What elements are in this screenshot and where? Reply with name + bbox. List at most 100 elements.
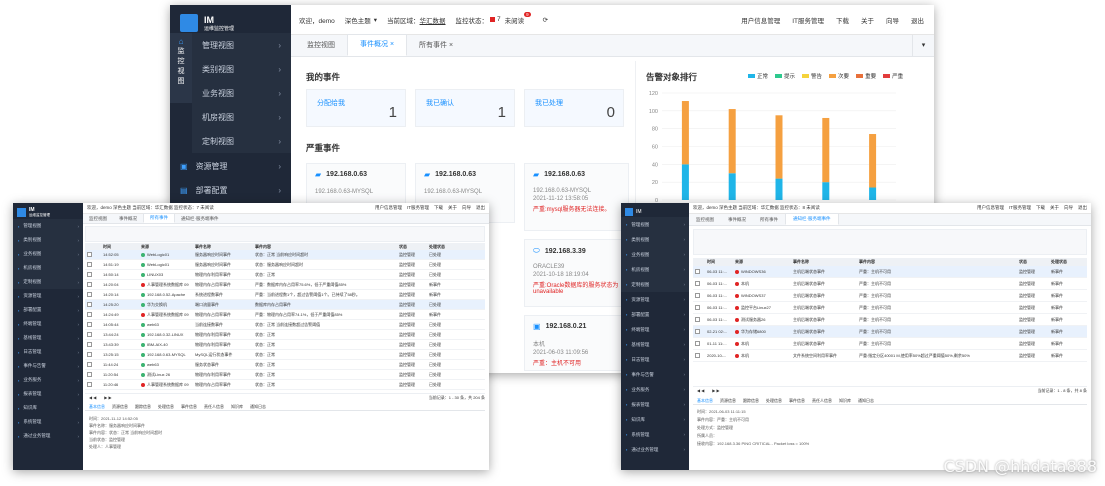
link-logout[interactable]: 退出 xyxy=(1078,205,1087,210)
legend-item[interactable]: 严重 xyxy=(883,72,903,80)
table-row[interactable]: 13:43:39 IBM-AIX-40 物理内存利用率事件 状态：正常 监控管理 已处理 xyxy=(85,340,485,350)
menu-item[interactable]: ▪ 定制视图 › xyxy=(621,277,689,292)
table-row[interactable]: 06-03 11:... 监控平台Linux27 主机后端状态事件 严重：主机不可用 监… xyxy=(693,302,1087,314)
row-checkbox[interactable] xyxy=(693,317,707,322)
table-row[interactable]: 14:24:49 人事管理系统数据库 09 物理内存占用率事件 严重：物理内存占用率7… xyxy=(85,310,485,320)
row-checkbox[interactable] xyxy=(85,312,103,317)
col-status[interactable]: 状态 xyxy=(399,243,407,249)
menu-item[interactable]: ▪ 事件与告警 › xyxy=(13,359,83,373)
detail-tab[interactable]: 资源信息 xyxy=(720,397,736,403)
table-row[interactable]: 13:44:24 192.168.0.32-LINUX 物理内存利用率事件 状态：正常… xyxy=(85,330,485,340)
checkbox[interactable] xyxy=(695,293,700,298)
menu-item[interactable]: ▪ 系统管理 › xyxy=(13,415,83,429)
table-row[interactable]: 14:51:19 WebLogic01 服务器响应时间事件 状态：服务器响应时间超时 监… xyxy=(85,260,485,270)
welcome-text[interactable]: 欢迎，demo xyxy=(299,17,335,25)
legend-item[interactable]: 正常 xyxy=(748,72,768,80)
region-link[interactable]: 华汇数据 xyxy=(419,17,446,25)
checkbox[interactable] xyxy=(87,362,92,367)
menu-item[interactable]: ▪ 业务视图 › xyxy=(13,247,83,261)
table-row[interactable]: 06-03 11:... 测试服务器26 主机后端状态事件 严重：主机不可用 监控管理 新… xyxy=(693,314,1087,326)
checkbox[interactable] xyxy=(695,353,700,358)
tab-monitor-view[interactable]: 监控视图 xyxy=(83,214,113,223)
link-guide[interactable]: 向导 xyxy=(462,205,471,210)
table-row[interactable]: 2020-10-... 本机 文件系统空间利用率事件 严重:指定分区40001 M,使… xyxy=(693,350,1087,362)
table-row[interactable]: 11:20:46 人事管理系统数据库 09 物理内存占用率事件 状态：正常 监控管理 已处… xyxy=(85,380,485,390)
table-row[interactable]: 06-03 11:... WINDOWS37 主机后端状态事件 严重：主机不可用 监控管… xyxy=(693,290,1087,302)
link-download[interactable]: 下载 xyxy=(434,205,443,210)
col-source[interactable]: 来源 xyxy=(735,259,743,264)
detail-tab[interactable]: 处理信息 xyxy=(766,397,782,403)
menu-item[interactable]: ▪ 资源管理 › xyxy=(621,292,689,307)
menu-item[interactable]: ▪ 定制视图 › xyxy=(13,275,83,289)
row-checkbox[interactable] xyxy=(85,292,103,297)
severe-card[interactable]: ▰ 192.168.0.63 192.168.0.63-MYSQL 2021-11… xyxy=(524,163,629,231)
theme-select[interactable]: 深色主题 xyxy=(344,17,371,25)
tab-all-events[interactable]: 所有事件 × xyxy=(407,35,465,56)
menu-item[interactable]: ▪ 业务服务 › xyxy=(621,382,689,397)
menu-item[interactable]: ▪ 知识库 › xyxy=(621,412,689,427)
menu-item[interactable]: ▪ 基线管理 › xyxy=(621,337,689,352)
detail-tab[interactable]: 知识库 xyxy=(839,397,851,403)
my-event-card-handled[interactable]: 我已处理 0 xyxy=(524,89,624,127)
severe-card[interactable]: ▣ 192.168.0.21 本机 2021-06-03 11:09:56 严重：… xyxy=(524,315,629,371)
menu-item[interactable]: ▪ 日志管理 › xyxy=(621,352,689,367)
menu-item[interactable]: ▪ 知识库 › xyxy=(13,401,83,415)
checkbox[interactable] xyxy=(87,352,92,357)
refresh-icon[interactable]: ⟳ xyxy=(542,16,549,24)
menu-item[interactable]: ▪ 终端管理 › xyxy=(13,317,83,331)
col-content[interactable]: 事件内容 xyxy=(255,243,271,249)
link-guide[interactable]: 向导 xyxy=(886,17,899,25)
menu-item[interactable]: ▪ 管理视图 › xyxy=(13,219,83,233)
detail-tab[interactable]: 责任人信息 xyxy=(204,403,224,409)
checkbox[interactable] xyxy=(87,292,92,297)
checkbox[interactable] xyxy=(87,272,92,277)
link-about[interactable]: 关于 xyxy=(861,17,874,25)
menu-item[interactable]: ▪ 基线管理 › xyxy=(13,331,83,345)
checkbox[interactable] xyxy=(695,305,700,310)
checkbox[interactable] xyxy=(695,281,700,286)
row-checkbox[interactable] xyxy=(85,332,103,337)
tab-event-overview[interactable]: 事件概况 xyxy=(721,214,753,225)
row-checkbox[interactable] xyxy=(85,262,103,267)
col-event-name[interactable]: 事件名称 xyxy=(793,259,809,264)
checkbox[interactable] xyxy=(695,341,700,346)
tab-menu-dropdown[interactable]: ▾ xyxy=(912,35,934,56)
col-status[interactable]: 状态 xyxy=(1019,259,1027,264)
row-checkbox[interactable] xyxy=(693,353,707,358)
row-checkbox[interactable] xyxy=(85,322,103,327)
table-row[interactable]: 11:20:54 测试Linux 26 物理内存利用率事件 状态：正常 监控管理 已处理 xyxy=(85,370,485,380)
menu-item[interactable]: ▪ 报表管理 › xyxy=(13,387,83,401)
topbar-status[interactable]: 欢迎，demo 深色主题 当前区域：华汇数据 监控状态：8 未阅读 xyxy=(693,205,820,210)
close-icon[interactable]: × xyxy=(389,41,395,48)
menu-item[interactable]: ▪ 类别视图 › xyxy=(621,232,689,247)
menu-item[interactable]: ▪ 业务视图 › xyxy=(621,247,689,262)
legend-item[interactable]: 警告 xyxy=(802,72,822,80)
table-row[interactable]: 14:20:04 人事管理系统数据库 09 物理内存占用率事件 严重：数据库内存占用率… xyxy=(85,280,485,290)
legend-item[interactable]: 提示 xyxy=(775,72,795,80)
menu-item-deploy[interactable]: ▤ 部署配置 › xyxy=(170,179,291,201)
col-time[interactable]: 时间 xyxy=(103,243,111,249)
table-row[interactable]: 01-11 11:... 本机 主机后端状态事件 严重：主机不可用 监控管理 新事件 xyxy=(693,338,1087,350)
link-about[interactable]: 关于 xyxy=(448,205,457,210)
col-event-name[interactable]: 事件名称 xyxy=(195,243,211,249)
topbar-status[interactable]: 欢迎，demo 深色主题 当前区域：华汇数据 监控状态：7 未阅读 xyxy=(87,205,214,210)
col-handle[interactable]: 处理状态 xyxy=(1051,259,1067,264)
legend-item[interactable]: 重要 xyxy=(856,72,876,80)
row-checkbox[interactable] xyxy=(85,342,103,347)
link-it-service[interactable]: IT服务管理 xyxy=(407,205,429,210)
detail-tab[interactable]: 责任人信息 xyxy=(812,397,832,403)
menu-item[interactable]: ▪ 机房视图 › xyxy=(13,261,83,275)
row-checkbox[interactable] xyxy=(85,372,103,377)
table-row[interactable]: 14:52:05 WebLogic01 服务器响应时间事件 状态：正常 当前响应时间超… xyxy=(85,250,485,260)
row-checkbox[interactable] xyxy=(693,269,707,274)
pager-next-icon[interactable]: ▶ ▶ xyxy=(104,395,112,400)
row-checkbox[interactable] xyxy=(85,272,103,277)
link-user-info[interactable]: 用户信息管理 xyxy=(977,205,1004,210)
menu-item[interactable]: ▪ 部署配置 › xyxy=(621,307,689,322)
row-checkbox[interactable] xyxy=(85,252,103,257)
table-row[interactable]: 11:44:24 web63 服务状态事件 状态：正常 监控管理 已处理 xyxy=(85,360,485,370)
checkbox[interactable] xyxy=(87,382,92,387)
menu-item-category-view[interactable]: 类别视图 › xyxy=(192,57,291,81)
row-checkbox[interactable] xyxy=(693,281,707,286)
checkbox[interactable] xyxy=(87,372,92,377)
